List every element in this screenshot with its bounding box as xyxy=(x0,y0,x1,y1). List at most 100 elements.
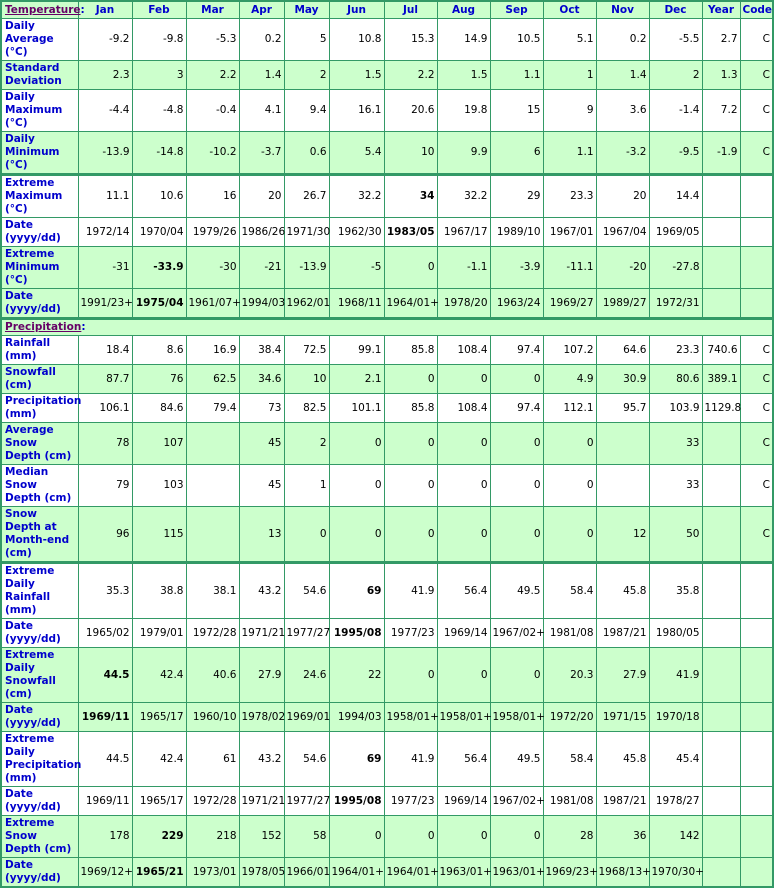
cell-value: 1963/24 xyxy=(496,296,541,309)
value-cell xyxy=(739,786,774,816)
row-label: Date (yyyy/dd) xyxy=(0,288,79,319)
value-cell: 1971/21 xyxy=(238,786,285,816)
value-cell: 45.8 xyxy=(595,561,650,619)
value-cell: 218 xyxy=(185,815,240,858)
cell-value: 16.1 xyxy=(358,104,382,116)
value-cell: 20 xyxy=(595,173,650,218)
value-cell: 16.9 xyxy=(185,335,240,365)
value-cell: 16.1 xyxy=(328,89,385,132)
cell-value: 1980/05 xyxy=(655,626,700,639)
cell-value: 20.6 xyxy=(411,104,435,116)
cell-value: 1973/01 xyxy=(192,865,237,878)
value-cell: 1.5 xyxy=(328,60,385,90)
value-cell: 27.9 xyxy=(595,647,650,703)
cell-value: 1975/04 xyxy=(135,296,184,309)
value-cell: 97.4 xyxy=(489,335,544,365)
value-cell: -33.9 xyxy=(131,246,187,289)
value-cell: 62.5 xyxy=(185,364,240,394)
cell-value: 0 xyxy=(374,437,382,449)
cell-value: 2.7 xyxy=(720,33,738,45)
cell-value: 1 xyxy=(586,68,594,81)
cell-value: 1.1 xyxy=(523,68,541,81)
section-header-row: Temperature: Jan Feb Mar Apr May Jun Jul Aug Sep O… xyxy=(0,0,774,19)
cell-value: 1972/28 xyxy=(192,794,237,807)
value-cell: 1968/13+ xyxy=(595,857,651,888)
cell-value: 54.6 xyxy=(303,752,327,765)
cell-value: 0 xyxy=(427,527,435,540)
value-cell: 10 xyxy=(283,364,330,394)
cell-value: 112.1 xyxy=(563,401,594,414)
value-cell xyxy=(701,702,741,732)
value-cell: -9.8 xyxy=(131,18,187,61)
value-cell: 1972/28 xyxy=(185,786,240,816)
cell-value: 1970/30+ xyxy=(651,865,704,878)
value-cell: -3.7 xyxy=(238,131,285,175)
value-cell: 152 xyxy=(238,815,285,858)
cell-value: 1965/17 xyxy=(139,794,184,807)
cell-value: 0 xyxy=(480,372,488,385)
cell-value: 62.5 xyxy=(213,372,237,385)
value-cell: -0.4 xyxy=(185,89,240,132)
value-cell: 61 xyxy=(185,731,240,787)
cell-value: 1.4 xyxy=(264,68,282,81)
value-cell: 107 xyxy=(131,422,187,465)
value-cell: 69 xyxy=(328,561,385,619)
row-label: Date (yyyy/dd) xyxy=(0,217,79,247)
cell-value: 1989/27 xyxy=(602,296,647,309)
value-cell: 1969/14 xyxy=(436,618,491,648)
value-cell: 76 xyxy=(131,364,187,394)
section-title-link[interactable]: Temperature xyxy=(5,3,81,16)
value-cell xyxy=(739,561,774,619)
value-cell xyxy=(701,173,741,218)
value-cell: 34 xyxy=(383,173,438,218)
cell-value: -9.8 xyxy=(163,33,184,45)
section-title-cell: Temperature: xyxy=(0,0,85,19)
value-cell: 1964/01+ xyxy=(383,288,439,319)
value-cell: 56.4 xyxy=(436,731,491,787)
cell-value: 1964/01+ xyxy=(386,865,439,878)
cell-value: 1969/11 xyxy=(85,794,130,807)
value-cell: 1975/04 xyxy=(131,288,187,319)
value-cell: 1965/02 xyxy=(77,618,133,648)
value-cell: 45 xyxy=(238,422,285,465)
value-cell: 1967/17 xyxy=(436,217,491,247)
cell-value: 178 xyxy=(109,830,130,842)
cell-value: 1966/01 xyxy=(286,865,331,878)
cell-value: 42.4 xyxy=(160,752,184,765)
value-cell: 54.6 xyxy=(283,731,330,787)
cell-value: 1977/23 xyxy=(390,626,435,639)
value-cell: 2.1 xyxy=(328,364,385,394)
cell-value: 9.4 xyxy=(309,104,327,116)
cell-value: 1960/10 xyxy=(192,710,237,723)
value-cell: 2 xyxy=(648,60,703,90)
cell-value: 33 xyxy=(686,437,700,449)
value-cell: 4.1 xyxy=(238,89,285,132)
cell-value: 0 xyxy=(533,479,541,491)
cell-value: 1970/18 xyxy=(655,710,700,723)
value-cell: 13 xyxy=(238,506,285,563)
value-cell: 56.4 xyxy=(436,561,491,619)
cell-value: 103.9 xyxy=(669,401,700,414)
cell-value: 1978/20 xyxy=(443,296,488,309)
cell-value: -21 xyxy=(264,261,282,273)
cell-value: 10.8 xyxy=(358,33,382,45)
cell-value: 1971/30 xyxy=(286,225,331,238)
value-cell: 28 xyxy=(542,815,597,858)
cell-value: 2.2 xyxy=(417,68,435,81)
value-cell: 115 xyxy=(131,506,187,563)
cell-value: -13.9 xyxy=(102,146,130,158)
cell-value: 1129.8 xyxy=(704,401,742,414)
cell-value: 1989/10 xyxy=(496,225,541,238)
value-cell: 1981/08 xyxy=(542,618,597,648)
value-cell xyxy=(701,246,741,289)
cell-value: 1967/02+ xyxy=(492,626,545,639)
cell-value: 27.9 xyxy=(623,668,647,681)
value-cell: 20.6 xyxy=(383,89,438,132)
cell-value: 0 xyxy=(427,372,435,385)
value-cell: 1958/01+ xyxy=(489,702,545,732)
value-cell xyxy=(701,561,741,619)
section-title-link[interactable]: Precipitation xyxy=(5,321,82,333)
value-cell: 1969/11 xyxy=(77,786,133,816)
value-cell: 14.9 xyxy=(436,18,491,61)
cell-value: 0 xyxy=(427,261,435,273)
